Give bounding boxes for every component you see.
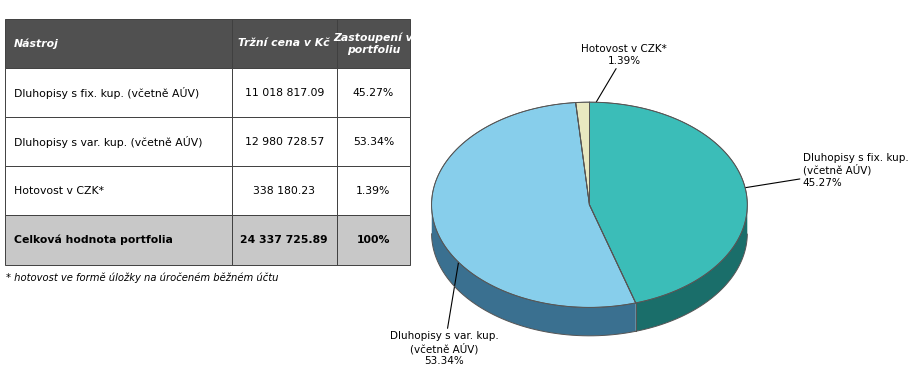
- Text: Hotovost v CZK*
1.39%: Hotovost v CZK* 1.39%: [581, 44, 667, 123]
- Text: Dluhopisy s var. kup.
(včetně AÚV)
53.34%: Dluhopisy s var. kup. (včetně AÚV) 53.34…: [390, 220, 498, 366]
- Text: * hotovost ve formě úložky na úročeném běžném účtu: * hotovost ve formě úložky na úročeném b…: [6, 272, 279, 283]
- Polygon shape: [432, 102, 635, 307]
- Polygon shape: [589, 102, 747, 303]
- Polygon shape: [432, 210, 635, 336]
- Polygon shape: [576, 102, 589, 205]
- Text: Dluhopisy s fix. kup.
(včetně AÚV)
45.27%: Dluhopisy s fix. kup. (včetně AÚV) 45.27…: [715, 153, 908, 193]
- Polygon shape: [635, 207, 747, 332]
